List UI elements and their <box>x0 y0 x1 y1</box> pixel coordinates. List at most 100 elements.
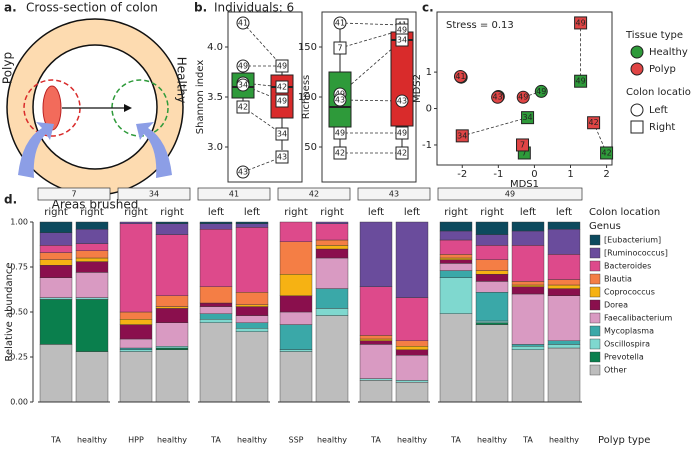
bar-segment <box>315 308 349 316</box>
bar-segment <box>155 306 189 309</box>
bar-segment <box>475 324 509 403</box>
legend-title: Genus <box>589 221 621 232</box>
location-label: right <box>444 207 468 218</box>
bar-segment <box>235 227 269 293</box>
bar-segment <box>75 243 109 252</box>
bar-segment <box>39 252 73 261</box>
bar-segment <box>155 234 189 297</box>
facet-strip <box>357 187 431 201</box>
y-tick-label: 0.25 <box>10 353 28 362</box>
bar-segment <box>475 274 509 282</box>
bar-segment <box>75 250 109 259</box>
bar-segment <box>315 257 349 289</box>
legend-label: [Eubacterium] <box>604 236 661 245</box>
diagram-title: Cross-section of colon <box>26 1 158 15</box>
bar-segment <box>315 223 349 241</box>
bar-segment <box>199 221 233 224</box>
bar-segment <box>315 245 349 250</box>
bar-segment <box>359 286 393 336</box>
pair-line <box>462 117 528 137</box>
legend-label: Coprococcus <box>604 288 655 297</box>
bar-segment <box>199 313 233 320</box>
bar-segment <box>511 221 545 232</box>
point <box>395 126 409 140</box>
legend-key <box>589 234 601 246</box>
bar-segment <box>395 221 429 298</box>
legend-key <box>589 260 601 272</box>
facet-strip <box>37 187 111 201</box>
colon-lumen <box>32 44 158 170</box>
bar-segment <box>119 349 153 352</box>
point-label: 43 <box>277 153 287 162</box>
bar-segment <box>75 272 109 298</box>
bar-segment <box>511 349 545 403</box>
bar-segment <box>511 284 545 287</box>
arrow-head <box>124 104 132 112</box>
bar-segment <box>155 308 189 323</box>
left-label: Polyp <box>1 52 15 84</box>
point-label: 42 <box>589 118 599 127</box>
panel-label: a. <box>4 1 17 15</box>
location-label: left <box>520 207 536 218</box>
bar-segment <box>199 322 233 403</box>
pair-line <box>339 39 403 95</box>
bar-segment <box>155 347 189 350</box>
bar-segment <box>439 239 473 255</box>
y-axis-label: Richness <box>301 75 312 119</box>
bar-segment <box>235 221 269 224</box>
y-tick-label: 0.50 <box>10 308 28 317</box>
bar-segment <box>119 319 153 325</box>
bar-segment <box>279 324 313 351</box>
point <box>574 74 588 88</box>
bar-segment <box>359 221 393 288</box>
diagram-caption: Areas brushed <box>52 198 139 212</box>
point-label: 42 <box>335 149 345 158</box>
bar-segment <box>475 245 509 260</box>
x-tick-label: healthy <box>157 436 187 445</box>
bar-segment <box>359 338 393 341</box>
facet-label: 49 <box>505 190 515 199</box>
bar-segment <box>75 221 109 230</box>
legend-key <box>589 299 601 311</box>
bar-segment <box>119 311 153 320</box>
legend-title: Colon location <box>626 87 691 98</box>
bar-segment <box>39 297 73 300</box>
legend-key <box>630 103 644 117</box>
bar-segment <box>279 274 313 297</box>
point <box>516 90 530 104</box>
location-label: right <box>320 207 344 218</box>
bar-segment <box>475 320 509 323</box>
bar-segment <box>315 288 349 309</box>
legend-key <box>630 45 644 59</box>
point <box>275 94 289 108</box>
legend-title: Tissue type <box>625 30 683 41</box>
point-label: 7 <box>337 44 342 53</box>
bar-segment <box>155 322 189 347</box>
point-label: 49 <box>536 87 546 96</box>
bar-segment <box>395 349 429 356</box>
pair-line <box>339 29 403 49</box>
legend-key <box>589 273 601 285</box>
facet-label: 42 <box>309 190 319 199</box>
location-label: left <box>208 207 224 218</box>
bar-segment <box>39 232 73 246</box>
bar-segment <box>475 234 509 246</box>
bar-segment <box>39 221 73 234</box>
y-tick-label: 1 <box>426 67 432 78</box>
bar-segment <box>439 277 473 314</box>
bar-segment <box>155 223 189 235</box>
bar-segment <box>547 228 581 255</box>
bar-segment <box>475 322 509 325</box>
x-tick-label: healthy <box>77 436 107 445</box>
bar-segment <box>547 344 581 349</box>
point-label: 49 <box>335 129 345 138</box>
legend-label: Left <box>649 105 668 116</box>
pair-line <box>339 22 403 26</box>
x-tick-label: TA <box>450 436 461 445</box>
point-label: 49 <box>576 18 586 27</box>
bar-segment <box>511 281 545 286</box>
x-tick-label: healthy <box>317 436 347 445</box>
facet-label: 7 <box>71 190 76 199</box>
point-label: 41 <box>238 19 248 28</box>
point <box>333 16 347 30</box>
